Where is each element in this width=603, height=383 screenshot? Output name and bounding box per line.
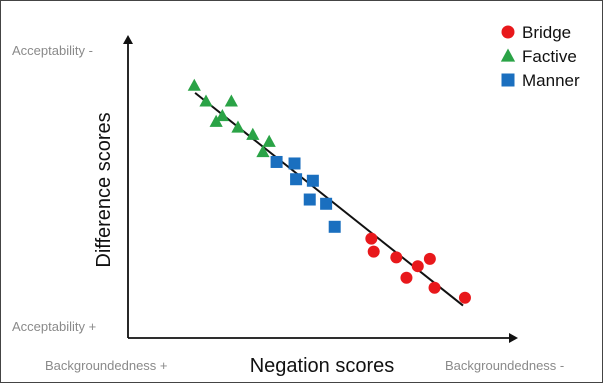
- y-annotation-bottom: Acceptability +: [12, 319, 96, 334]
- manner-point: [306, 174, 319, 187]
- manner-point: [303, 193, 316, 206]
- legend-marker-factive: [500, 48, 516, 62]
- legend-marker-manner: [501, 73, 515, 87]
- bridge-point: [367, 245, 380, 258]
- series-manner: [270, 155, 341, 233]
- factive-point: [262, 134, 276, 147]
- y-axis-title: Difference scores: [93, 112, 115, 267]
- factive-point: [215, 109, 229, 122]
- bridge-point: [423, 252, 436, 265]
- axes: [123, 35, 518, 343]
- legend: Bridge Factive Manner: [500, 23, 580, 90]
- x-annotation-right: Backgroundedness -: [445, 358, 564, 373]
- legend-label-factive: Factive: [522, 47, 577, 66]
- bridge-point: [400, 271, 413, 284]
- x-axis-title: Negation scores: [250, 355, 395, 377]
- bridge-point: [458, 291, 471, 304]
- factive-point: [256, 145, 270, 158]
- bridge-point: [365, 232, 378, 245]
- factive-point: [246, 127, 260, 140]
- bridge-point: [411, 260, 424, 273]
- bridge-point: [428, 281, 441, 294]
- legend-item-manner: Manner: [501, 71, 580, 90]
- factive-point: [187, 78, 201, 91]
- manner-point: [320, 197, 333, 210]
- legend-item-bridge: Bridge: [501, 23, 571, 42]
- manner-point: [328, 220, 341, 233]
- factive-point: [231, 120, 245, 133]
- legend-item-factive: Factive: [500, 47, 577, 66]
- manner-point: [288, 157, 301, 170]
- manner-point: [290, 173, 303, 186]
- legend-marker-bridge: [501, 25, 515, 39]
- x-annotation-left: Backgroundedness +: [45, 358, 168, 373]
- data-points: [187, 78, 471, 304]
- factive-point: [199, 94, 213, 107]
- series-bridge: [365, 232, 471, 304]
- manner-point: [270, 155, 283, 168]
- x-axis-arrow: [509, 333, 518, 343]
- legend-label-manner: Manner: [522, 71, 580, 90]
- factive-point: [224, 94, 238, 107]
- bridge-point: [390, 251, 403, 264]
- y-annotation-top: Acceptability -: [12, 43, 93, 58]
- legend-label-bridge: Bridge: [522, 23, 571, 42]
- y-axis-arrow: [123, 35, 133, 44]
- series-factive: [187, 78, 276, 158]
